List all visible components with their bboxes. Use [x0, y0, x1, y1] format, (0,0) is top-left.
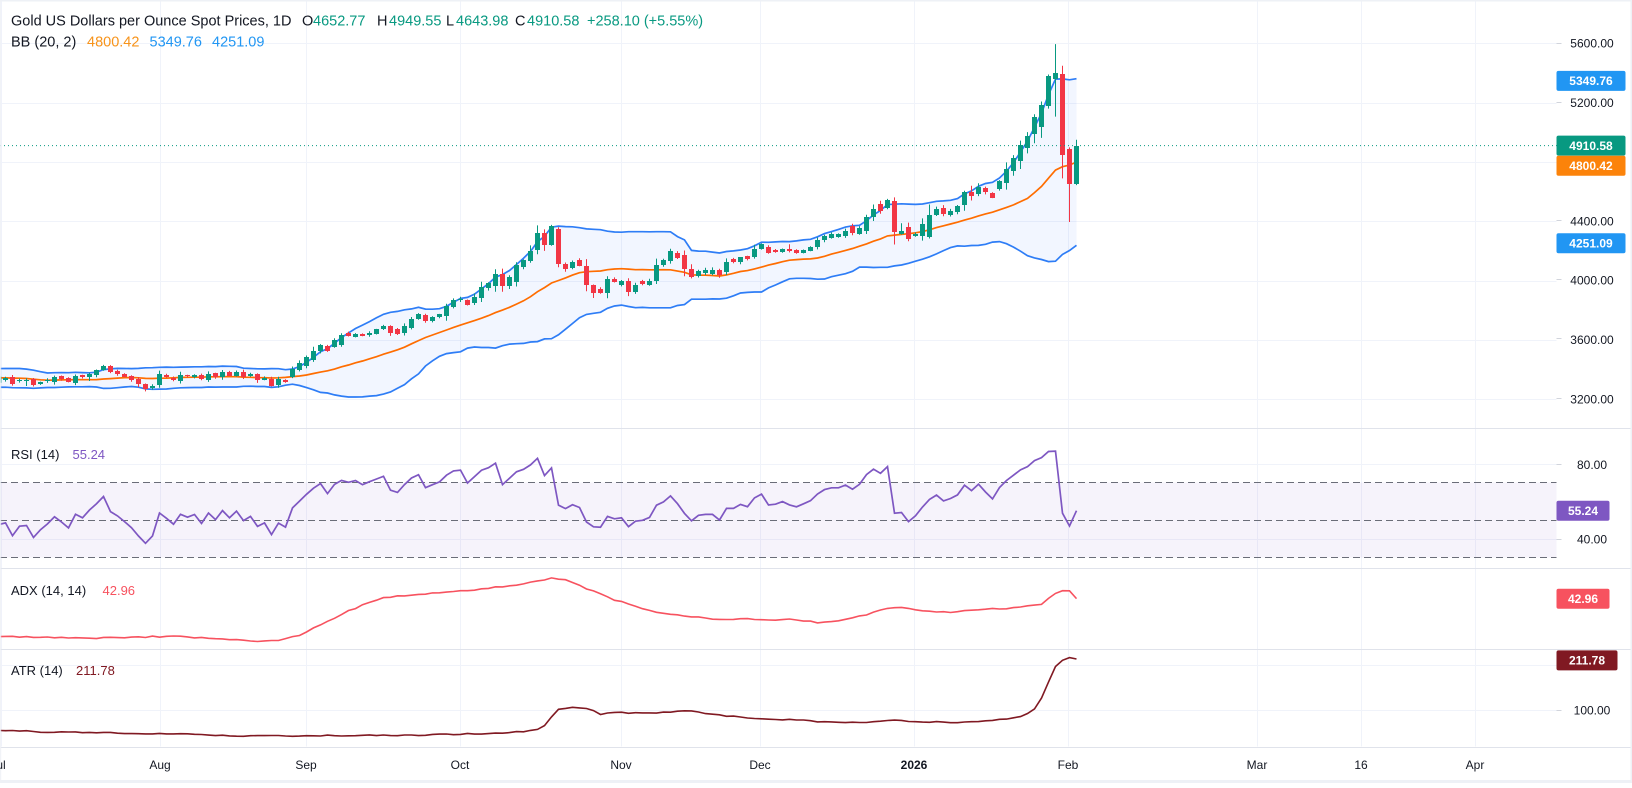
svg-text:Apr: Apr — [1466, 758, 1485, 772]
svg-text:Mar: Mar — [1247, 758, 1268, 772]
svg-text:Dec: Dec — [749, 758, 770, 772]
svg-text:Aug: Aug — [149, 758, 170, 772]
svg-text:4910.58: 4910.58 — [1569, 139, 1613, 153]
svg-text:42.96: 42.96 — [1568, 592, 1598, 606]
svg-text:4251.09: 4251.09 — [1569, 237, 1613, 251]
svg-text:5600.00: 5600.00 — [1570, 37, 1614, 51]
svg-text:16: 16 — [1354, 758, 1368, 772]
svg-text:3600.00: 3600.00 — [1570, 333, 1614, 347]
svg-text:4400.00: 4400.00 — [1570, 214, 1614, 228]
svg-text:5200.00: 5200.00 — [1570, 96, 1614, 110]
svg-text:4910.58: 4910.58 — [527, 14, 579, 30]
svg-text:4643.98: 4643.98 — [456, 14, 508, 30]
svg-text:L: L — [446, 14, 454, 30]
svg-text:Nov: Nov — [610, 758, 631, 772]
svg-text:4800.42: 4800.42 — [1569, 159, 1613, 173]
svg-text:4652.77: 4652.77 — [313, 14, 365, 30]
svg-text:Jul: Jul — [0, 758, 6, 772]
svg-text:40.00: 40.00 — [1577, 532, 1607, 546]
svg-text:4800.42: 4800.42 — [87, 35, 139, 51]
svg-text:H: H — [377, 14, 387, 30]
svg-text:Gold US Dollars per Ounce Spot: Gold US Dollars per Ounce Spot Prices, 1… — [11, 14, 291, 30]
svg-text:55.24: 55.24 — [1568, 504, 1598, 518]
svg-text:5349.76: 5349.76 — [150, 35, 202, 51]
svg-text:5349.76: 5349.76 — [1569, 74, 1613, 88]
svg-text:Feb: Feb — [1058, 758, 1079, 772]
svg-text:+258.10 (+5.55%): +258.10 (+5.55%) — [587, 14, 703, 30]
svg-text:211.78: 211.78 — [76, 663, 115, 678]
svg-text:211.78: 211.78 — [1569, 654, 1605, 668]
svg-text:100.00: 100.00 — [1574, 704, 1611, 718]
svg-text:4000.00: 4000.00 — [1570, 274, 1614, 288]
svg-text:RSI (14): RSI (14) — [11, 447, 59, 462]
svg-text:C: C — [515, 14, 525, 30]
svg-text:BB (20, 2): BB (20, 2) — [11, 35, 76, 51]
svg-text:2026: 2026 — [901, 758, 928, 772]
svg-text:Sep: Sep — [295, 758, 317, 772]
svg-text:ADX (14, 14): ADX (14, 14) — [11, 583, 86, 598]
svg-text:42.96: 42.96 — [103, 583, 136, 598]
svg-text:Oct: Oct — [451, 758, 470, 772]
svg-text:ATR (14): ATR (14) — [11, 663, 63, 678]
svg-text:4949.55: 4949.55 — [389, 14, 441, 30]
svg-text:80.00: 80.00 — [1577, 458, 1607, 472]
svg-text:3200.00: 3200.00 — [1570, 392, 1614, 406]
svg-text:55.24: 55.24 — [73, 447, 106, 462]
svg-text:O: O — [302, 14, 313, 30]
svg-text:4251.09: 4251.09 — [212, 35, 264, 51]
